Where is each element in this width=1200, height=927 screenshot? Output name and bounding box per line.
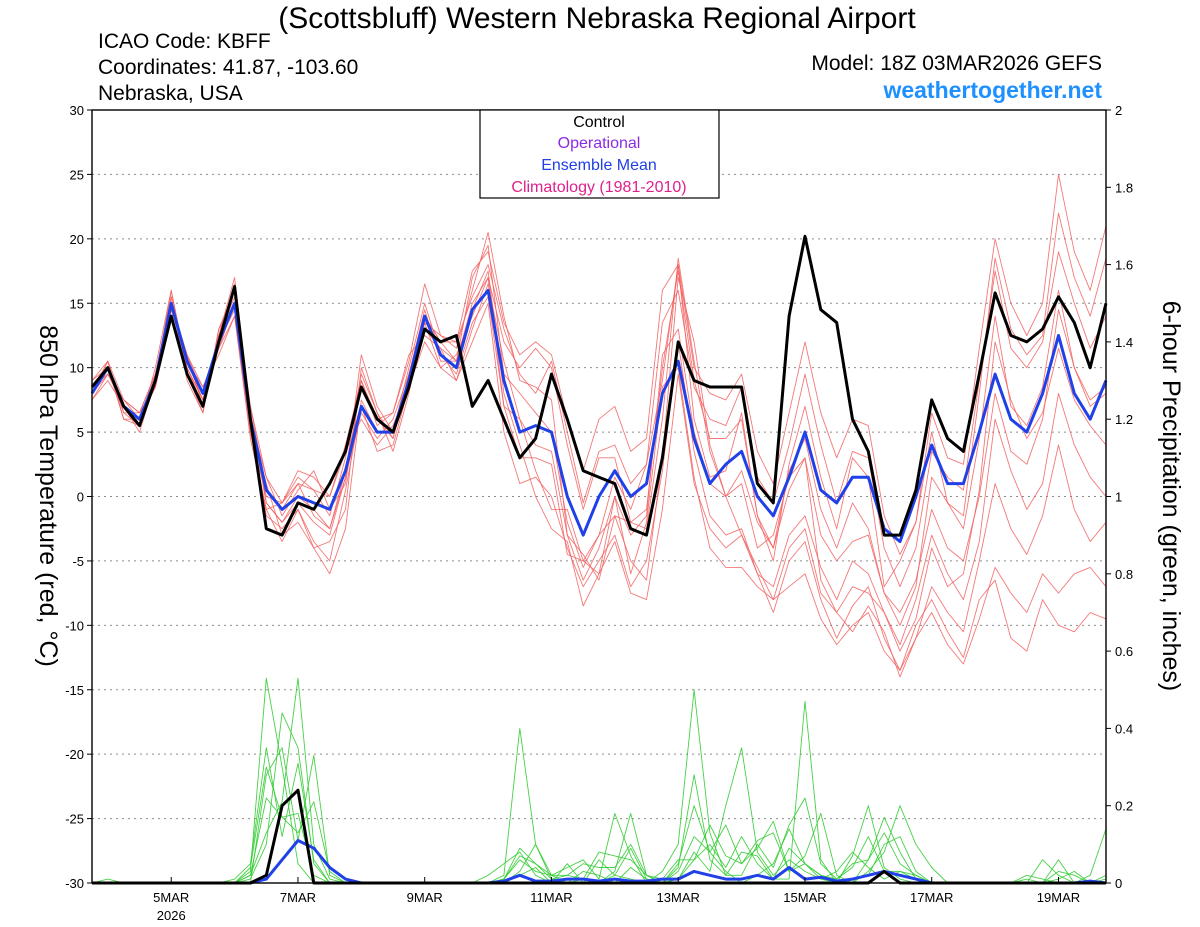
x-tick-label: 7MAR — [280, 890, 316, 905]
x-tick-sublabel: 2026 — [157, 908, 186, 923]
legend-ensemble-mean: Ensemble Mean — [541, 157, 657, 174]
legend: Control Operational Ensemble Mean Climat… — [479, 109, 720, 199]
y-axis-label: 850 hPa Temperature (red, °C) — [34, 325, 62, 667]
site-link[interactable]: weathertogether.net — [883, 77, 1102, 103]
member-precip-line — [92, 747, 1106, 884]
y2-tick-label: 0 — [1115, 876, 1122, 891]
legend-box — [479, 109, 720, 199]
icao-code: ICAO Code: KBFF — [98, 30, 271, 53]
model-run: Model: 18Z 03MAR2026 GEFS — [811, 52, 1102, 75]
member-temperature-series — [91, 173, 1107, 678]
y-tick-label: -30 — [65, 876, 84, 891]
y-tick-label: -15 — [65, 683, 84, 698]
ensemble-mean-temp-line — [90, 288, 1108, 544]
y2-tick-label: 1.8 — [1115, 180, 1133, 195]
y2-tick-label: 0.6 — [1115, 644, 1133, 659]
y-tick-label: 30 — [70, 103, 84, 118]
member-temp-line — [91, 277, 1107, 678]
y-tick-label: -20 — [65, 747, 84, 762]
y2-tick-label: 0.8 — [1115, 567, 1133, 582]
y2-tick-label: 1.2 — [1115, 412, 1133, 427]
y2-tick-label: 1.4 — [1115, 335, 1133, 350]
x-tick-label: 17MAR — [910, 890, 953, 905]
left-axis-ticks: 30 25 20 15 10 5 0 -5 -10 -15 -20 -25 -30 — [65, 103, 92, 891]
y-tick-label: -25 — [65, 812, 84, 827]
y-tick-label: -5 — [72, 554, 84, 569]
x-tick-label: 11MAR — [530, 890, 572, 905]
member-temp-line — [91, 173, 1107, 555]
member-precip-line — [92, 689, 1107, 884]
ensemble-mean-series — [90, 288, 1108, 885]
x-tick-label: 15MAR — [783, 890, 826, 905]
y-tick-label: 0 — [77, 490, 84, 505]
member-precipitation-series — [91, 677, 1107, 884]
y-tick-label: -10 — [65, 618, 84, 633]
x-tick-label: 19MAR — [1037, 890, 1080, 905]
y-tick-label: 15 — [70, 296, 84, 311]
x-axis-ticks: 5MAR 2026 7MAR 9MAR 11MAR 13MAR 15MAR 17MAR 19MA… — [153, 877, 1080, 923]
page-title: (Scottsbluff) Western Nebraska Regional … — [278, 2, 916, 35]
y2-tick-label: 2 — [1115, 103, 1122, 118]
member-temp-line — [91, 277, 1107, 671]
control-precip-line — [92, 788, 1106, 885]
member-precip-line — [92, 766, 1106, 884]
y-tick-label: 25 — [70, 167, 84, 182]
legend-control: Control — [573, 114, 625, 131]
y2-tick-label: 1.6 — [1115, 258, 1133, 273]
x-tick-label: 9MAR — [407, 890, 443, 905]
y2-axis-label: 6-hour Precipitation (green, inches) — [1157, 301, 1185, 691]
y2-tick-label: 0.2 — [1115, 799, 1133, 814]
y-tick-label: 10 — [70, 361, 84, 376]
y-tick-label: 20 — [70, 232, 84, 247]
control-temp-line — [90, 234, 1108, 537]
right-axis-ticks: 2 1.8 1.6 1.4 1.2 1 0.8 0.6 0.4 0.2 0 — [1106, 103, 1133, 891]
member-temp-line — [91, 283, 1107, 613]
legend-climatology: Climatology (1981-2010) — [511, 179, 686, 196]
y-tick-label: 5 — [77, 425, 84, 440]
ensemble-mean-precip-line — [92, 839, 1107, 885]
control-series — [90, 234, 1108, 885]
member-precip-line — [92, 747, 1106, 884]
legend-operational: Operational — [558, 135, 641, 152]
y2-tick-label: 1 — [1115, 490, 1122, 505]
region: Nebraska, USA — [98, 82, 243, 105]
x-tick-label: 5MAR — [153, 890, 189, 905]
coordinates: Coordinates: 41.87, -103.60 — [98, 56, 359, 79]
x-tick-label: 13MAR — [657, 890, 700, 905]
member-precip-line — [92, 677, 1106, 884]
y2-tick-label: 0.4 — [1115, 721, 1133, 736]
